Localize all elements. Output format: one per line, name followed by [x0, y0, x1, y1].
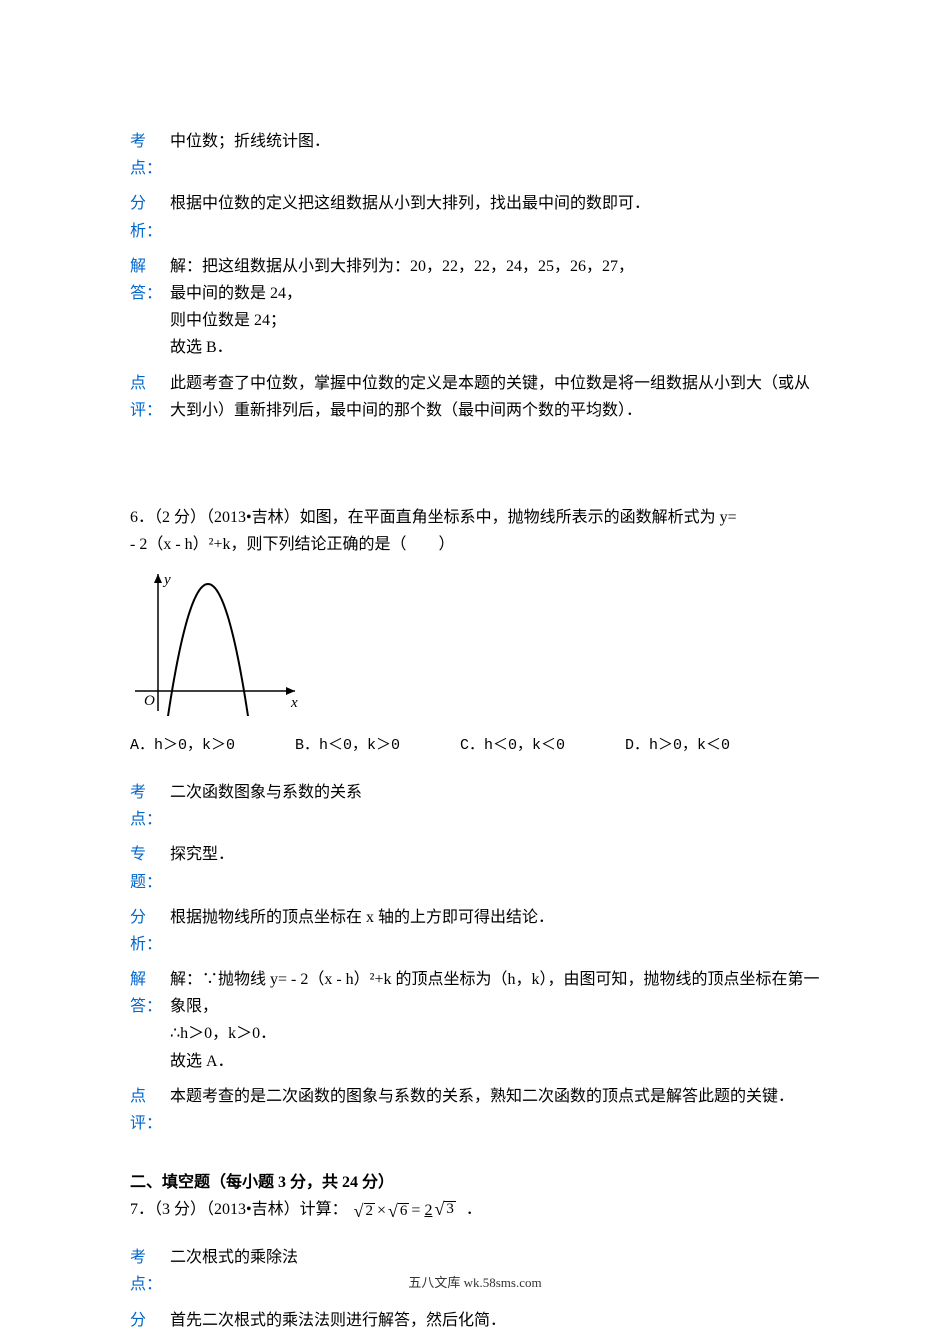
- q6-zhuanti-label: 专题：: [130, 841, 170, 895]
- q6-fenxi: 分析： 根据抛物线所的顶点坐标在 x 轴的上方即可得出结论．: [130, 904, 820, 958]
- q5-dianping-text: 此题考查了中位数，掌握中位数的定义是本题的关键，中位数是将一组数据从小到大（或从…: [170, 370, 820, 424]
- q6-jieda: 解答： 解：∵抛物线 y= - 2（x - h）²+k 的顶点坐标为（h，k），…: [130, 966, 820, 1075]
- q6-dianping: 点评： 本题考查的是二次函数的图象与系数的关系，熟知二次函数的顶点式是解答此题的…: [130, 1083, 820, 1137]
- q6-dianping-label: 点评：: [130, 1083, 170, 1137]
- q6-question: 6．（2 分）（2013•吉林）如图，在平面直角坐标系中，抛物线所表示的函数解析…: [130, 504, 820, 558]
- q6-jieda-content: 解：∵抛物线 y= - 2（x - h）²+k 的顶点坐标为（h，k），由图可知…: [170, 966, 820, 1075]
- q6-zhuanti-text: 探究型．: [170, 841, 820, 868]
- q5-kaodian-label: 考点：: [130, 128, 170, 182]
- q6-option-a: A．h＞0，k＞0: [130, 733, 235, 759]
- q6-kaodian: 考点： 二次函数图象与系数的关系: [130, 779, 820, 833]
- q6-jieda-line3: 故选 A．: [170, 1048, 820, 1075]
- q5-jieda: 解答： 解：把这组数据从小到大排列为：20，22，22，24，25，26，27，…: [130, 253, 820, 362]
- q5-jieda-line1: 解：把这组数据从小到大排列为：20，22，22，24，25，26，27，: [170, 253, 820, 280]
- page-footer: 五八文库 wk.58sms.com: [0, 1272, 950, 1294]
- q5-kaodian: 考点： 中位数；折线统计图．: [130, 128, 820, 182]
- q7-fenxi-text: 首先二次根式的乘法法则进行解答，然后化简．: [170, 1307, 820, 1334]
- q6-fenxi-text: 根据抛物线所的顶点坐标在 x 轴的上方即可得出结论．: [170, 904, 820, 931]
- q7-math: √2 × √6 = 2√3: [352, 1197, 462, 1224]
- q6-question-line1: 6．（2 分）（2013•吉林）如图，在平面直角坐标系中，抛物线所表示的函数解析…: [130, 509, 737, 526]
- q5-jieda-line2: 最中间的数是 24，: [170, 280, 820, 307]
- q6-jieda-label: 解答：: [130, 966, 170, 1020]
- svg-text:x: x: [290, 695, 298, 711]
- q5-jieda-label: 解答：: [130, 253, 170, 307]
- q6-option-d: D．h＞0，k＜0: [625, 733, 730, 759]
- equals-sign: =: [411, 1197, 420, 1224]
- sqrt3: √3: [434, 1200, 455, 1218]
- q6-graph: Ox y: [130, 566, 820, 725]
- q5-jieda-content: 解：把这组数据从小到大排列为：20，22，22，24，25，26，27， 最中间…: [170, 253, 820, 362]
- answer-coef: 2: [424, 1202, 432, 1219]
- sqrt6: √6: [388, 1202, 409, 1220]
- q6-jieda-line2: ∴h＞0，k＞0．: [170, 1020, 820, 1047]
- section2-header: 二、填空题（每小题 3 分，共 24 分）: [130, 1169, 820, 1196]
- q6-kaodian-label: 考点：: [130, 779, 170, 833]
- q7-fenxi: 分 首先二次根式的乘法法则进行解答，然后化简．: [130, 1307, 820, 1334]
- q5-fenxi-label: 分析：: [130, 190, 170, 244]
- times-sign: ×: [377, 1197, 386, 1224]
- q6-zhuanti: 专题： 探究型．: [130, 841, 820, 895]
- q6-option-b: B．h＜0，k＞0: [295, 733, 400, 759]
- q6-option-c: C．h＜0，k＜0: [460, 733, 565, 759]
- q7-question: 7．（3 分）（2013•吉林）计算： √2 × √6 = 2√3 ．: [130, 1196, 820, 1224]
- q6-fenxi-label: 分析：: [130, 904, 170, 958]
- q6-kaodian-text: 二次函数图象与系数的关系: [170, 779, 820, 806]
- sqrt2: √2: [354, 1202, 375, 1220]
- q7-answer: 2√3: [420, 1197, 461, 1224]
- q7-prefix: 7．（3 分）（2013•吉林）计算：: [130, 1201, 348, 1218]
- parabola-svg: Ox y: [130, 566, 305, 716]
- q7-fenxi-label: 分: [130, 1307, 170, 1334]
- svg-text:O: O: [144, 693, 155, 709]
- q5-dianping: 点评： 此题考查了中位数，掌握中位数的定义是本题的关键，中位数是将一组数据从小到…: [130, 370, 820, 424]
- q7-kaodian-text: 二次根式的乘除法: [170, 1244, 820, 1271]
- q6-options: A．h＞0，k＞0 B．h＜0，k＞0 C．h＜0，k＜0 D．h＞0，k＜0: [130, 733, 820, 759]
- q6-dianping-text: 本题考查的是二次函数的图象与系数的关系，熟知二次函数的顶点式是解答此题的关键．: [170, 1083, 820, 1110]
- q5-jieda-line3: 则中位数是 24；: [170, 307, 820, 334]
- q6-jieda-line1: 解：∵抛物线 y= - 2（x - h）²+k 的顶点坐标为（h，k），由图可知…: [170, 966, 820, 1020]
- svg-text:y: y: [162, 572, 171, 588]
- q5-fenxi: 分析： 根据中位数的定义把这组数据从小到大排列，找出最中间的数即可．: [130, 190, 820, 244]
- q6-question-line2: - 2（x - h）²+k，则下列结论正确的是（ ）: [130, 536, 454, 553]
- q5-fenxi-text: 根据中位数的定义把这组数据从小到大排列，找出最中间的数即可．: [170, 190, 820, 217]
- q5-dianping-label: 点评：: [130, 370, 170, 424]
- q5-jieda-line4: 故选 B．: [170, 334, 820, 361]
- q7-period: ．: [466, 1201, 482, 1218]
- q5-kaodian-text: 中位数；折线统计图．: [170, 128, 820, 155]
